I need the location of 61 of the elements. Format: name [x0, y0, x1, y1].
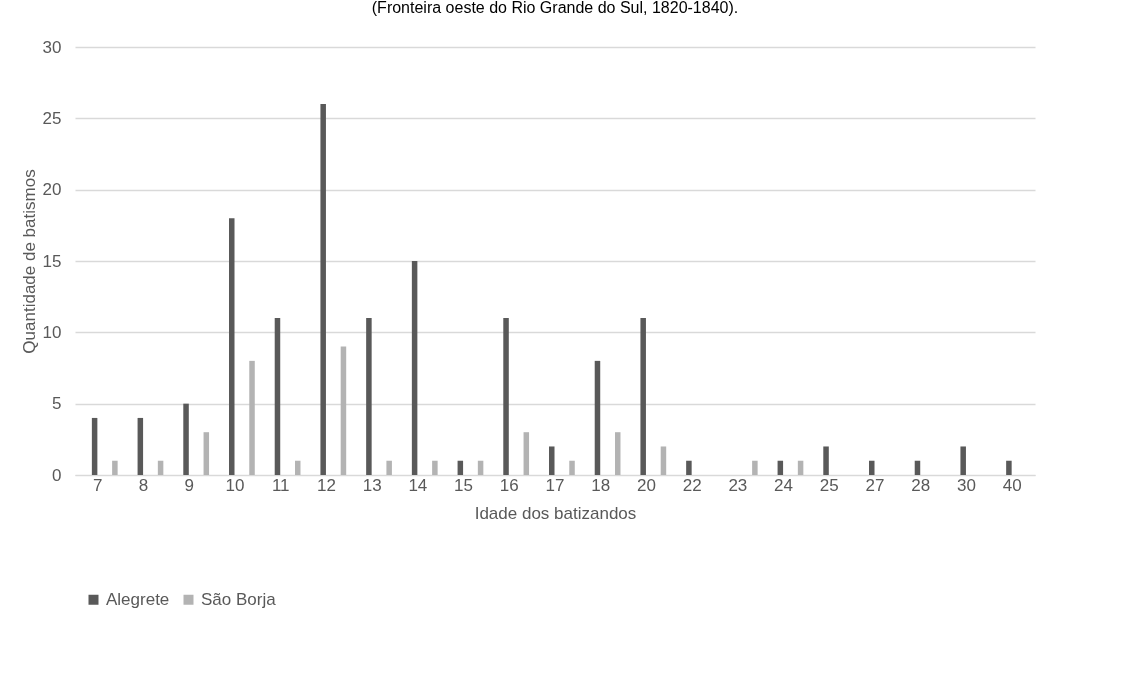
x-tick-label: 25	[819, 475, 839, 495]
x-tick-label: 27	[865, 475, 885, 495]
bar	[411, 261, 418, 475]
bar	[569, 460, 575, 475]
x-tick-label: 17	[545, 475, 565, 495]
bar	[549, 446, 555, 475]
bar	[523, 432, 530, 475]
bar	[432, 460, 438, 475]
x-tick-label: 10	[225, 475, 245, 495]
x-tick-label: 12	[316, 475, 336, 495]
x-tick-label: 7	[93, 475, 103, 495]
bar	[960, 446, 966, 475]
bar	[340, 346, 347, 475]
bar	[203, 432, 210, 475]
x-tick-label: 11	[271, 475, 290, 495]
bar	[869, 460, 875, 475]
x-tick-label: 22	[682, 475, 702, 495]
x-tick-label: 9	[184, 475, 195, 495]
x-tick-label: 24	[774, 475, 794, 495]
y-tick-label: 5	[52, 394, 62, 414]
bar	[686, 460, 692, 475]
x-axis-title: Idade dos batizandos	[474, 503, 637, 523]
bar	[249, 360, 255, 475]
bar	[91, 417, 98, 475]
x-tick-label: 16	[499, 475, 519, 495]
bar	[660, 446, 667, 475]
x-tick-label: 8	[138, 475, 149, 495]
y-tick-label: 10	[42, 322, 62, 342]
bar	[823, 446, 829, 475]
bar	[137, 417, 144, 475]
bar	[366, 318, 372, 475]
y-tick-label: 25	[42, 108, 62, 128]
bar	[229, 218, 235, 475]
y-tick-label: 0	[52, 465, 62, 485]
chart-title: (Fronteira oeste do Rio Grande do Sul, 1820-1840).	[371, 0, 739, 16]
x-tick-label: 14	[408, 475, 428, 495]
x-tick-label: 15	[454, 475, 474, 495]
bar	[320, 104, 326, 475]
bar	[752, 460, 758, 475]
bar	[503, 318, 509, 475]
y-tick-label: 20	[42, 180, 62, 200]
x-tick-label: 13	[362, 475, 382, 495]
legend-label: São Borja	[201, 589, 277, 609]
x-tick-label: 30	[956, 475, 976, 495]
bar	[640, 318, 646, 475]
legend-label: Alegrete	[106, 589, 170, 609]
bar	[614, 432, 621, 475]
y-axis-title: Quantidade de batismos	[19, 169, 39, 354]
x-tick-label: 23	[728, 475, 748, 495]
bar	[594, 360, 601, 475]
x-tick-label: 18	[591, 475, 611, 495]
bar	[183, 403, 189, 475]
bar	[386, 460, 392, 475]
x-tick-label: 40	[1002, 475, 1022, 495]
x-tick-label: 28	[911, 475, 931, 495]
y-tick-label: 30	[42, 37, 62, 57]
bar	[1006, 460, 1012, 475]
y-tick-label: 15	[42, 251, 62, 271]
bar	[274, 318, 281, 475]
x-tick-label: 20	[636, 475, 656, 495]
bar	[112, 460, 118, 475]
